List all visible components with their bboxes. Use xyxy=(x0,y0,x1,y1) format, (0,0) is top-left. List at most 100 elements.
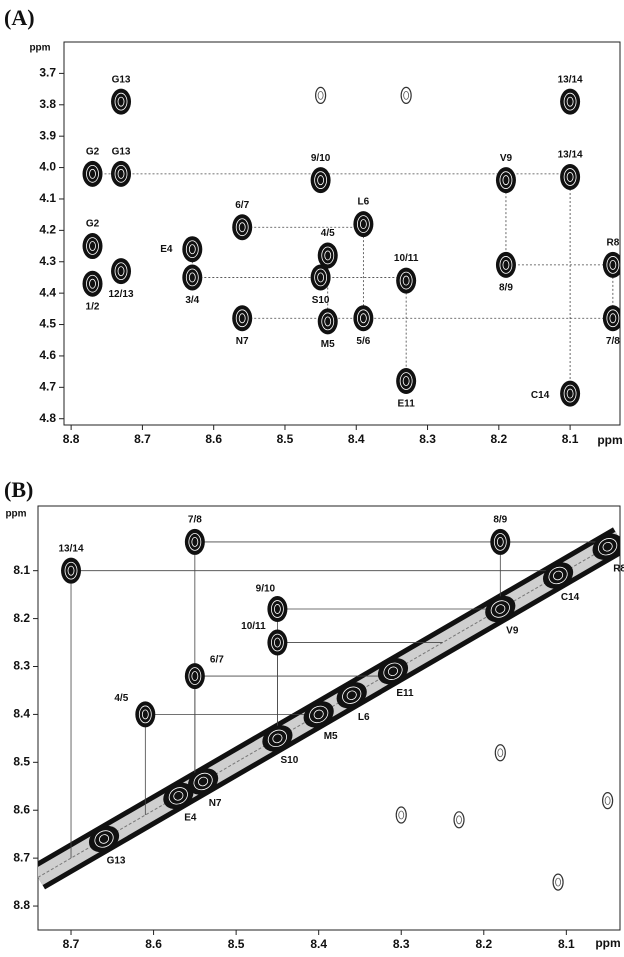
x-tick-label: 8.4 xyxy=(348,432,365,446)
peak-contour xyxy=(548,566,568,585)
x-tick-label: 8.3 xyxy=(419,432,436,446)
y-tick-label: 4.5 xyxy=(39,317,56,331)
peak xyxy=(495,251,516,278)
peak-contour xyxy=(111,258,132,285)
peak xyxy=(552,873,564,891)
peak xyxy=(182,264,203,291)
peak-contour xyxy=(272,733,283,744)
peak-label: 8/9 xyxy=(499,283,513,294)
peak-label: C14 xyxy=(561,592,580,603)
peak-label: N7 xyxy=(236,336,249,347)
peak-label: G13 xyxy=(112,74,131,85)
peak-contour xyxy=(403,90,410,100)
peak-label: E11 xyxy=(396,688,414,699)
peak xyxy=(111,258,132,285)
peak-contour xyxy=(396,267,417,294)
peak-contour xyxy=(609,259,617,270)
peak-contour xyxy=(606,256,620,274)
peak xyxy=(395,806,407,824)
x-tick-label: 8.2 xyxy=(490,432,507,446)
peak-contour xyxy=(94,830,114,848)
x-tick-label: 8.7 xyxy=(134,432,151,446)
y-tick-label: 4.2 xyxy=(39,223,56,237)
peak-label: 5/6 xyxy=(356,336,370,347)
peak-contour xyxy=(267,596,288,623)
peak-contour xyxy=(606,309,620,328)
peak-label: 13/14 xyxy=(59,543,84,554)
peak-contour xyxy=(232,214,253,241)
x-tick-label: 8.5 xyxy=(277,432,294,446)
peak-contour xyxy=(495,251,516,278)
peak xyxy=(353,211,374,238)
peak-contour xyxy=(563,384,577,403)
peak-contour xyxy=(188,768,219,795)
peak-label: 10/11 xyxy=(241,621,266,632)
peak-label: 7/8 xyxy=(188,515,202,526)
peak-label: 9/10 xyxy=(311,153,331,164)
peak xyxy=(267,596,288,623)
peak xyxy=(184,528,205,555)
peak-label: 13/14 xyxy=(558,74,583,85)
y-tick-label: 4.0 xyxy=(39,160,56,174)
peak-label: R8 xyxy=(613,563,624,574)
peak-label: C14 xyxy=(531,390,550,401)
peak-contour xyxy=(604,796,611,806)
y-tick-label: 3.9 xyxy=(39,128,56,142)
peak-label: G2 xyxy=(86,219,100,230)
peak-contour xyxy=(313,709,324,720)
peak-contour xyxy=(114,165,128,183)
peak-contour xyxy=(188,244,196,255)
y-tick-label: 4.4 xyxy=(39,285,56,299)
peak-contour xyxy=(309,705,329,724)
peak xyxy=(315,86,327,104)
peak-contour xyxy=(563,92,577,111)
peak-contour xyxy=(310,167,331,194)
peak xyxy=(188,768,219,795)
peak-contour xyxy=(383,662,403,680)
peak-contour xyxy=(86,165,99,183)
peak-contour xyxy=(262,725,293,752)
peak xyxy=(453,811,465,829)
peak-contour xyxy=(592,533,620,560)
x-tick-label: 8.8 xyxy=(63,432,80,446)
peak-label: 8/9 xyxy=(493,515,507,526)
y-tick-label: 8.2 xyxy=(13,611,30,625)
peak-contour xyxy=(274,637,281,648)
peak-label: S10 xyxy=(281,755,299,766)
peak xyxy=(184,663,205,690)
panel-label: (A) xyxy=(4,5,35,30)
peak-contour xyxy=(560,380,581,407)
peak xyxy=(232,214,253,241)
peak xyxy=(592,533,620,560)
peak xyxy=(317,242,338,269)
peak-label: S10 xyxy=(312,295,330,306)
peak xyxy=(111,88,132,115)
peak-label: E4 xyxy=(184,812,197,823)
peak-label: V9 xyxy=(506,626,519,637)
y-tick-label: 3.8 xyxy=(39,97,56,111)
peak-contour xyxy=(560,163,581,190)
peak-contour xyxy=(235,309,249,328)
peak xyxy=(182,236,203,263)
peak-contour xyxy=(555,877,561,887)
peak-contour xyxy=(271,633,284,652)
peak-contour xyxy=(553,570,564,581)
peak-contour xyxy=(602,792,614,810)
peak xyxy=(262,725,293,752)
peak-contour xyxy=(485,595,516,623)
peak xyxy=(310,167,331,194)
peak-contour xyxy=(303,701,334,728)
plot-frame xyxy=(63,41,621,426)
peak-contour xyxy=(188,533,202,551)
peak-contour xyxy=(402,275,410,286)
peak-contour xyxy=(86,274,99,293)
peak-contour xyxy=(82,160,103,187)
peak xyxy=(400,86,412,104)
peak xyxy=(494,744,506,762)
peak-contour xyxy=(317,175,325,186)
peak-label: G13 xyxy=(112,146,131,157)
peak-contour xyxy=(184,663,205,690)
peak-label: 9/10 xyxy=(256,584,276,595)
x-tick-label: 8.1 xyxy=(562,432,579,446)
peak-label: 1/2 xyxy=(86,301,100,312)
